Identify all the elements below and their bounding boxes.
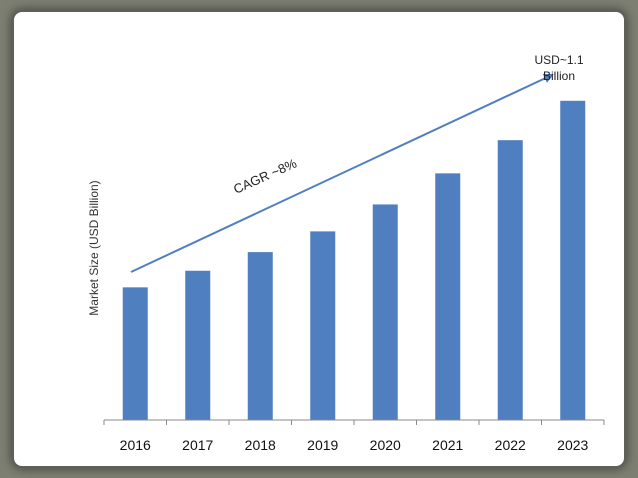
x-tick-labels-group: 2016 2017 2018 2019 2020 2021 2022 2023	[120, 437, 589, 453]
cagr-arrow	[130, 73, 554, 273]
x-tick-label-2021: 2021	[432, 437, 463, 453]
bar-2017	[185, 270, 211, 420]
bar-2021	[435, 173, 461, 420]
cagr-label: CAGR ~8%	[231, 155, 299, 196]
x-tick-label-2018: 2018	[245, 437, 276, 453]
bar-2019	[310, 231, 336, 420]
bar-2018	[247, 252, 273, 420]
bar-chart: 2016 2017 2018 2019 2020 2021 2022 2023 Market …	[87, 53, 605, 453]
bar-2020	[372, 204, 398, 420]
x-tick-label-2019: 2019	[307, 437, 338, 453]
x-tick-label-2023: 2023	[557, 437, 588, 453]
y-axis-label: Market Size (USD Billion)	[87, 180, 101, 315]
x-tick-label-2017: 2017	[182, 437, 213, 453]
bar-2016	[122, 287, 148, 420]
x-tick-label-2020: 2020	[370, 437, 401, 453]
bar-2022	[497, 140, 523, 420]
bar-2023	[560, 100, 586, 421]
bars-group	[122, 100, 586, 421]
end-value-label-line1: USD~1.1	[534, 53, 583, 67]
x-ticks-group	[103, 420, 605, 425]
end-value-label-line2: Billion	[543, 69, 575, 83]
chart-frame: 2016 2017 2018 2019 2020 2021 2022 2023 Market …	[14, 12, 624, 466]
x-tick-label-2022: 2022	[495, 437, 526, 453]
x-tick-label-2016: 2016	[120, 437, 151, 453]
